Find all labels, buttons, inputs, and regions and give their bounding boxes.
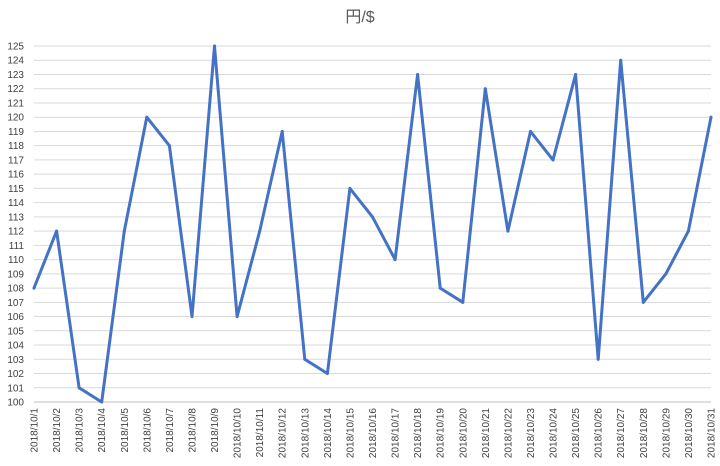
y-tick-label: 110 (8, 255, 24, 266)
x-tick-label: 2018/10/12 (278, 408, 289, 458)
y-tick-label: 115 (8, 184, 24, 195)
data-point (551, 158, 555, 162)
y-tick-label: 119 (8, 127, 24, 138)
data-point (393, 258, 397, 262)
data-point (416, 72, 420, 76)
x-tick-label: 2018/10/28 (639, 408, 650, 458)
data-point (596, 357, 600, 361)
data-point (167, 144, 171, 148)
y-tick-label: 116 (8, 170, 24, 181)
data-point (506, 229, 510, 233)
y-tick-label: 107 (7, 298, 24, 309)
y-tick-label: 125 (7, 42, 24, 53)
x-tick-label: 2018/10/11 (255, 408, 266, 458)
x-tick-label: 2018/10/3 (75, 408, 86, 453)
data-point (122, 229, 126, 233)
data-point (664, 272, 668, 276)
data-point (709, 115, 713, 119)
x-tick-label: 2018/10/30 (684, 408, 695, 458)
series-layer (32, 44, 713, 404)
chart-title: 円/$ (345, 9, 374, 26)
y-tick-label: 101 (7, 383, 24, 394)
x-tick-label: 2018/10/18 (413, 408, 424, 458)
x-tick-label: 2018/10/27 (616, 408, 627, 458)
y-tick-label: 114 (8, 198, 24, 209)
y-tick-label: 113 (8, 212, 24, 223)
x-tick-label: 2018/10/19 (436, 408, 447, 458)
y-axis-ticks: 100 101 102 103 104 105 106 107 108 109 110 111 112 1… (7, 42, 24, 409)
data-point (574, 72, 578, 76)
x-tick-label: 2018/10/20 (458, 408, 469, 458)
series-line (32, 44, 713, 404)
x-tick-label: 2018/10/23 (526, 408, 537, 458)
data-point (528, 129, 532, 133)
y-tick-label: 105 (7, 326, 24, 337)
data-point (619, 58, 623, 62)
y-tick-label: 123 (7, 70, 24, 81)
x-tick-label: 2018/10/1 (30, 408, 41, 453)
y-tick-label: 118 (8, 141, 24, 152)
data-point (483, 87, 487, 91)
x-tick-label: 2018/10/21 (481, 408, 492, 458)
y-tick-label: 112 (8, 227, 24, 238)
x-tick-label: 2018/10/13 (300, 408, 311, 458)
data-point (348, 186, 352, 190)
data-point (438, 286, 442, 290)
x-tick-label: 2018/10/6 (142, 408, 153, 453)
data-point (686, 229, 690, 233)
data-point (77, 386, 81, 390)
x-tick-label: 2018/10/4 (97, 408, 108, 453)
data-point (641, 300, 645, 304)
data-point (235, 315, 239, 319)
data-point (258, 229, 262, 233)
x-tick-label: 2018/10/26 (594, 408, 605, 458)
y-tick-label: 103 (7, 355, 24, 366)
data-point (32, 286, 36, 290)
y-tick-label: 122 (7, 84, 24, 95)
data-point (371, 215, 374, 219)
x-tick-label: 2018/10/8 (187, 408, 198, 453)
y-tick-label: 108 (7, 284, 24, 295)
data-point (100, 400, 104, 404)
x-tick-label: 2018/10/24 (549, 408, 560, 458)
y-tick-label: 106 (7, 312, 24, 323)
y-tick-label: 120 (7, 113, 24, 124)
y-tick-label: 117 (8, 155, 24, 166)
y-tick-label: 109 (7, 269, 24, 280)
x-tick-label: 2018/10/10 (233, 408, 244, 458)
data-point (303, 357, 307, 361)
x-tick-label: 2018/10/15 (345, 408, 356, 458)
x-axis-ticks: 2018/10/1 2018/10/2 2018/10/3 2018/10/4 2018… (30, 408, 718, 458)
x-tick-label: 2018/10/7 (165, 408, 176, 453)
data-point (325, 372, 329, 376)
y-tick-label: 111 (9, 241, 25, 252)
data-point (213, 44, 217, 48)
x-tick-label: 2018/10/14 (323, 408, 334, 458)
data-point (145, 115, 149, 119)
data-point (55, 229, 59, 233)
x-tick-label: 2018/10/9 (210, 408, 221, 453)
y-tick-label: 121 (7, 98, 24, 109)
x-tick-label: 2018/10/29 (661, 408, 672, 458)
y-tick-label: 124 (7, 56, 24, 67)
x-tick-label: 2018/10/16 (368, 408, 379, 458)
y-tick-label: 104 (7, 341, 24, 352)
x-tick-label: 2018/10/17 (391, 408, 402, 458)
data-point (190, 315, 194, 319)
x-tick-label: 2018/10/31 (707, 408, 718, 458)
x-tick-label: 2018/10/22 (503, 408, 514, 458)
x-tick-label: 2018/10/25 (571, 408, 582, 458)
y-tick-label: 100 (7, 398, 24, 409)
y-tick-label: 102 (7, 369, 24, 380)
x-tick-label: 2018/10/5 (120, 408, 131, 453)
data-point (461, 300, 465, 304)
x-tick-label: 2018/10/2 (52, 408, 63, 453)
data-point (280, 129, 284, 133)
